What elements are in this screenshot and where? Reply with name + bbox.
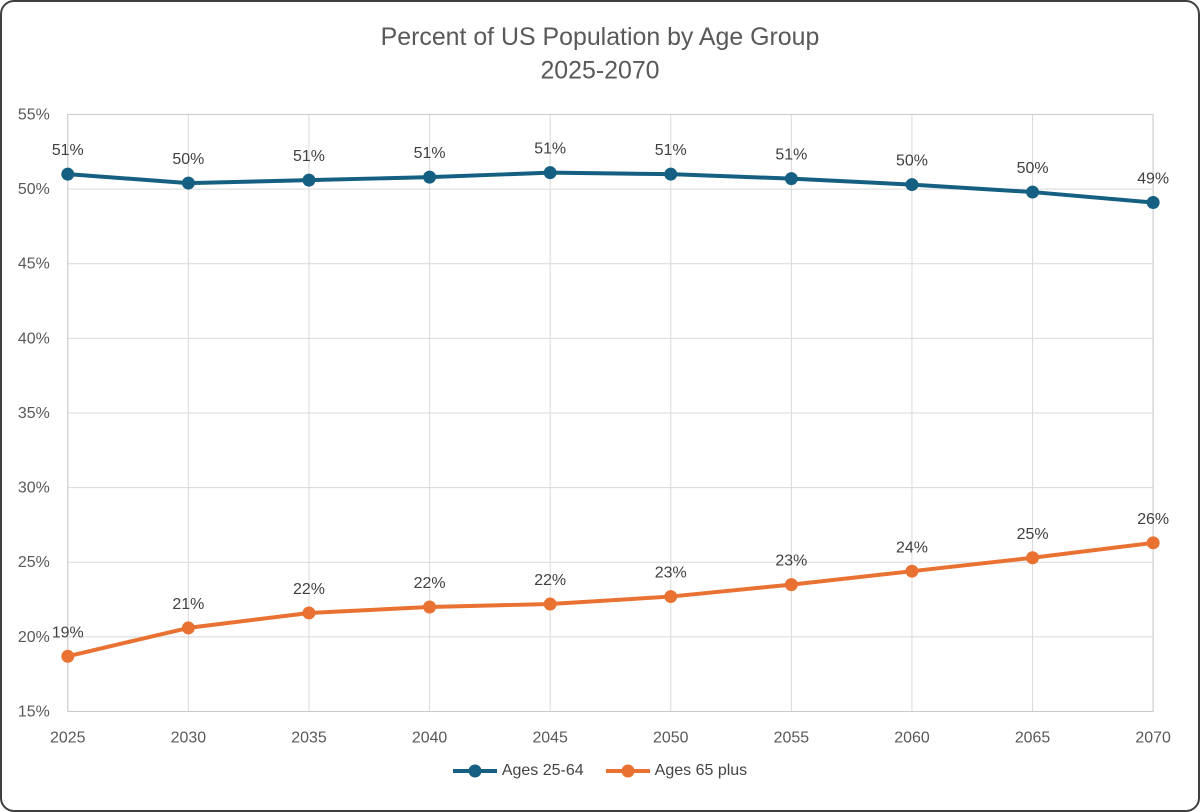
data-label: 51% [52, 142, 84, 159]
data-point [302, 173, 316, 187]
plot-border [67, 113, 1154, 712]
data-point [543, 597, 557, 611]
y-axis-tick-label: 25% [18, 554, 50, 571]
data-label: 50% [896, 153, 928, 170]
data-label: 51% [655, 142, 687, 159]
x-axis-tick-label: 2055 [774, 729, 810, 746]
x-axis-tick-label: 2040 [412, 729, 448, 746]
x-axis-tick-label: 2035 [291, 729, 327, 746]
data-label: 51% [293, 148, 325, 165]
y-axis-tick-label: 30% [18, 480, 50, 497]
data-point [784, 578, 798, 592]
x-axis-tick-label: 2025 [50, 729, 86, 746]
data-label: 19% [52, 624, 84, 641]
y-axis-tick-label: 45% [18, 256, 50, 273]
y-axis-tick-label: 50% [18, 181, 50, 198]
data-point [1146, 536, 1160, 550]
data-point [302, 606, 316, 620]
data-label: 24% [896, 539, 928, 556]
legend-item-ages-65-plus: Ages 65 plus [605, 762, 748, 780]
chart-title: Percent of US Population by Age Group [381, 23, 820, 51]
series-line-ages-65-plus [67, 540, 1154, 659]
x-axis-tick-label: 2030 [171, 729, 207, 746]
legend-marker-icon [605, 764, 650, 778]
data-point [181, 176, 195, 190]
data-point [423, 600, 437, 614]
data-label: 50% [1017, 160, 1049, 177]
x-axis-tick-label: 2070 [1135, 729, 1171, 746]
y-axis-tick-label: 15% [18, 703, 50, 720]
data-label: 26% [1137, 511, 1169, 528]
data-label: 22% [293, 581, 325, 598]
data-label: 50% [172, 151, 204, 168]
axis-labels: 15% 20% 25% 30% 35% 40% 45% 50% 55% 2025 2030 2035 2… [18, 106, 1171, 746]
data-point [1026, 185, 1040, 199]
data-point [905, 178, 919, 192]
legend-marker-icon [452, 764, 497, 778]
data-point [61, 167, 75, 181]
data-label: 49% [1137, 171, 1169, 188]
data-point [664, 590, 678, 604]
y-axis-tick-label: 20% [18, 629, 50, 646]
data-label: 22% [534, 572, 566, 589]
series-layer: 51% 50% 51% 51% 51% 51% 51% 50% 50% 49% 19% 21% 22% 2… [52, 141, 1169, 663]
y-axis-tick-label: 40% [18, 330, 50, 347]
legend: Ages 25-64 Ages 65 plus [2, 762, 1198, 780]
x-axis-tick-label: 2060 [894, 729, 930, 746]
data-label: 21% [172, 596, 204, 613]
data-point [905, 564, 919, 578]
gridlines [67, 113, 1154, 712]
legend-label: Ages 25-64 [501, 762, 584, 779]
data-point [784, 172, 798, 186]
x-axis-tick-label: 2045 [532, 729, 568, 746]
data-label: 23% [775, 553, 807, 570]
data-point [1146, 196, 1160, 209]
x-axis-tick-label: 2050 [653, 729, 689, 746]
data-point [543, 166, 557, 180]
data-point [423, 170, 437, 184]
data-label: 51% [414, 145, 446, 162]
y-axis-tick-label: 35% [18, 405, 50, 422]
data-point [1026, 551, 1040, 565]
data-label: 25% [1017, 526, 1049, 543]
y-axis-tick-label: 55% [18, 106, 50, 123]
data-label: 23% [655, 565, 687, 582]
data-label: 22% [414, 575, 446, 592]
data-label: 51% [775, 147, 807, 164]
data-point [664, 167, 678, 181]
chart-subtitle: 2025-2070 [540, 57, 659, 85]
data-label: 51% [534, 141, 566, 158]
series-line-ages-25-64 [67, 170, 1154, 205]
data-point [61, 649, 75, 663]
legend-item-ages-25-64: Ages 25-64 [452, 762, 584, 780]
data-point [181, 621, 195, 635]
legend-label: Ages 65 plus [654, 762, 748, 779]
x-axis-tick-label: 2065 [1015, 729, 1051, 746]
